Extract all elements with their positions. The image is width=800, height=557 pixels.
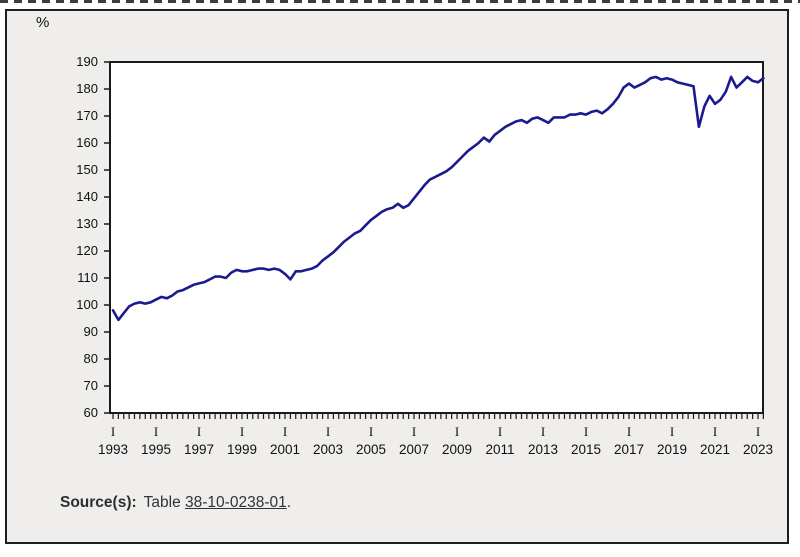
first-quarter-marker: I (239, 424, 245, 439)
first-quarter-marker: I (497, 424, 503, 439)
x-axis-year-label: 1997 (183, 442, 215, 457)
y-axis-tick-label: 150 (76, 162, 98, 177)
x-axis-year-label: 2011 (485, 442, 515, 457)
y-axis-tick-label: 190 (76, 54, 98, 69)
y-axis-tick-label: 120 (76, 243, 98, 258)
x-axis-year-label: 2005 (355, 442, 387, 457)
x-axis-year-label: 2009 (441, 442, 473, 457)
first-quarter-marker: I (626, 424, 632, 439)
y-axis-tick-label: 70 (83, 378, 98, 393)
y-axis-tick-label: 160 (76, 135, 98, 150)
first-quarter-marker: I (540, 424, 546, 439)
first-quarter-marker: I (454, 424, 460, 439)
cropped-dashed-border-artifact (0, 0, 800, 3)
first-quarter-marker: I (325, 424, 331, 439)
y-axis-tick-label: 60 (83, 405, 98, 420)
x-axis-year-label: 2007 (398, 442, 430, 457)
y-axis-tick-label: 180 (76, 81, 98, 96)
x-axis-year-label: 2021 (699, 442, 731, 457)
first-quarter-marker: I (755, 424, 761, 439)
x-axis-year-label: 2013 (527, 442, 559, 457)
source-suffix: . (286, 494, 292, 511)
x-axis-year-label: 2015 (570, 442, 602, 457)
source-line: Source(s): Table 38-10-0238-01. (60, 494, 291, 512)
plot-border (109, 61, 764, 414)
first-quarter-marker: I (153, 424, 159, 439)
first-quarter-marker: I (712, 424, 718, 439)
first-quarter-marker: I (583, 424, 589, 439)
x-axis-year-label: 2003 (312, 442, 344, 457)
x-axis-year-label: 1993 (97, 442, 129, 457)
y-axis-tick-label: 90 (83, 324, 98, 339)
x-axis-year-label: 2019 (656, 442, 688, 457)
x-axis-year-label: 1999 (226, 442, 258, 457)
x-axis-year-label: 1995 (140, 442, 172, 457)
y-axis-tick-label: 170 (76, 108, 98, 123)
first-quarter-marker: I (196, 424, 202, 439)
first-quarter-marker: I (411, 424, 417, 439)
y-axis-unit-label: % (36, 14, 50, 31)
first-quarter-marker: I (669, 424, 675, 439)
source-table-link[interactable]: 38-10-0238-01 (185, 494, 287, 511)
y-axis-tick-label: 80 (83, 351, 98, 366)
y-axis-tick-label: 100 (76, 297, 98, 312)
x-axis-year-label: 2017 (613, 442, 645, 457)
y-axis-tick-label: 140 (76, 189, 98, 204)
first-quarter-marker: I (368, 424, 374, 439)
x-axis-year-label: 2023 (742, 442, 774, 457)
x-axis-year-label: 2001 (269, 442, 301, 457)
data-line (111, 75, 765, 322)
y-axis-tick-label: 130 (76, 216, 98, 231)
source-table-text: Table (143, 494, 181, 511)
first-quarter-marker: I (110, 424, 116, 439)
y-axis-tick-label: 110 (77, 270, 98, 285)
source-label: Source(s): (60, 494, 137, 511)
first-quarter-marker: I (282, 424, 288, 439)
